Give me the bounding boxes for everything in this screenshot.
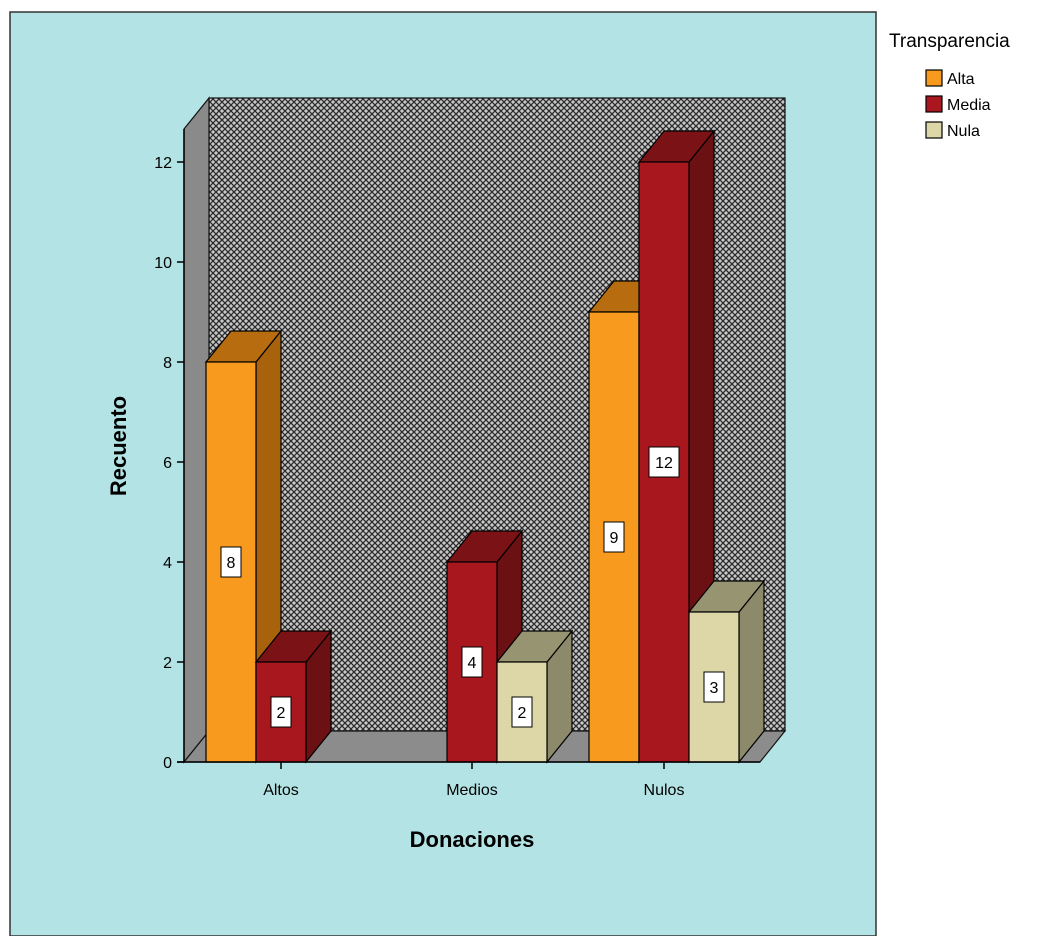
data-label-box xyxy=(461,646,483,678)
x-tick-label: Nulos xyxy=(644,782,685,799)
legend-label: Media xyxy=(947,97,991,114)
data-label: 2 xyxy=(518,705,527,722)
data-label: 8 xyxy=(227,555,236,572)
legend-label: Alta xyxy=(947,71,975,88)
data-label-box xyxy=(648,446,680,478)
data-label: 3 xyxy=(710,680,719,697)
bar: 4 xyxy=(445,529,524,764)
data-label: 12 xyxy=(655,455,673,472)
y-tick-label: 0 xyxy=(163,755,172,772)
x-axis-title: Donaciones xyxy=(410,827,535,852)
data-label: 2 xyxy=(277,705,286,722)
legend: Transparencia Alta Media Nula xyxy=(889,31,1010,140)
data-label-box xyxy=(220,546,242,578)
legend-swatch xyxy=(925,95,943,113)
side-wall xyxy=(183,96,210,764)
y-tick-label: 10 xyxy=(154,255,172,272)
bars: 8 2 4 2 9 12 3 xyxy=(204,129,766,764)
bar: 3 xyxy=(687,579,766,764)
data-label-box xyxy=(511,696,533,728)
legend-title: Transparencia xyxy=(889,31,1010,52)
data-label: 9 xyxy=(610,530,619,547)
x-tick-label: Medios xyxy=(446,782,498,799)
y-tick-label: 12 xyxy=(154,155,172,172)
y-tick-label: 6 xyxy=(163,455,172,472)
y-tick-label: 2 xyxy=(163,655,172,672)
legend-label: Nula xyxy=(947,123,980,140)
data-label: 4 xyxy=(468,655,477,672)
bar: 2 xyxy=(495,629,574,764)
legend-swatch xyxy=(925,121,943,139)
data-label-box xyxy=(603,521,625,553)
bar: 2 xyxy=(254,629,333,764)
x-tick-label: Altos xyxy=(263,782,299,799)
legend-swatch xyxy=(925,69,943,87)
data-label-box xyxy=(270,696,292,728)
data-label-box xyxy=(703,671,725,703)
y-axis: 0 2 4 6 8 10 12 xyxy=(154,129,185,772)
y-axis-title: Recuento xyxy=(106,396,131,496)
x-axis: Altos Medios Nulos xyxy=(177,761,760,799)
y-tick-label: 8 xyxy=(163,355,172,372)
y-tick-label: 4 xyxy=(163,555,172,572)
